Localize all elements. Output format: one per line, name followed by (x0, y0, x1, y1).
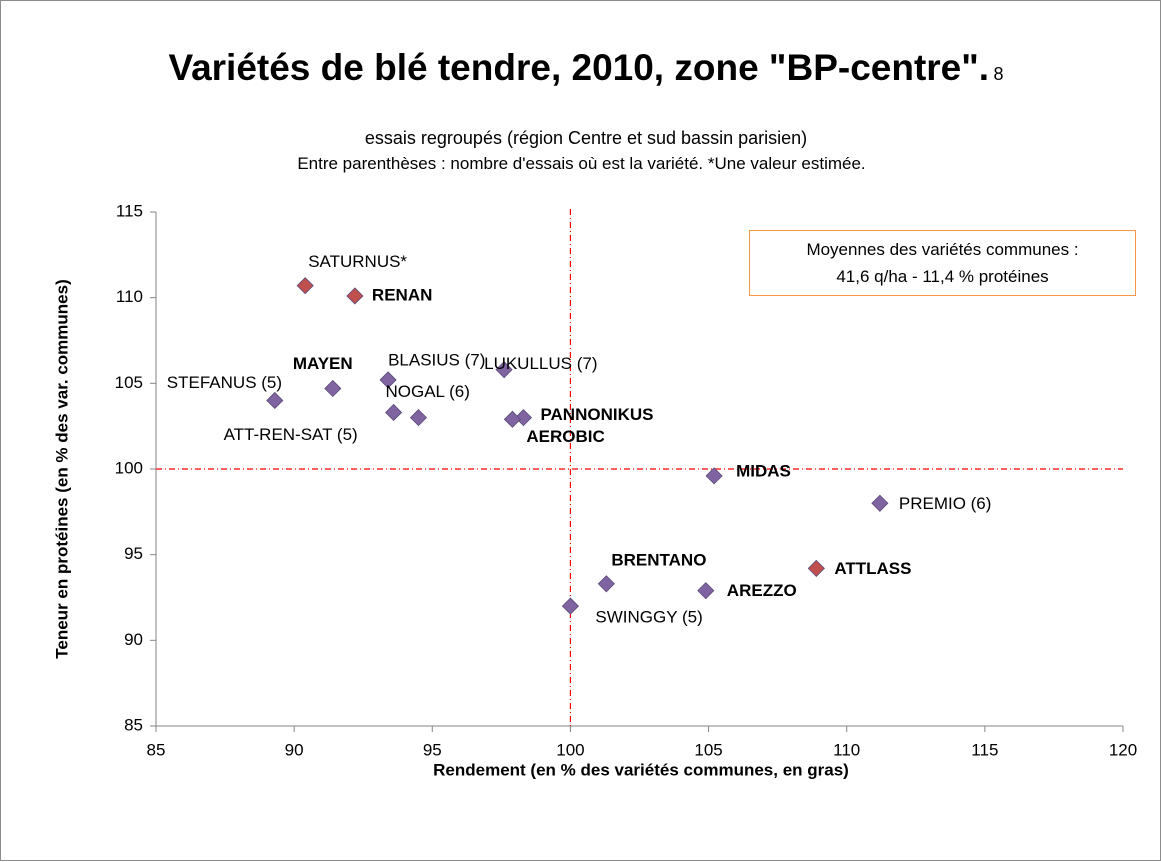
y-axis-title: Teneur en protéines (en % des var. commu… (52, 279, 71, 658)
point (495, 361, 513, 379)
x-tick-label: 85 (147, 740, 166, 759)
x-tick-label: 105 (694, 740, 722, 759)
point-label: PREMIO (6) (899, 494, 992, 513)
point (346, 287, 364, 305)
point-label: MAYEN (293, 354, 353, 373)
title-block: Variétés de blé tendre, 2010, zone "BP-c… (151, 37, 1021, 171)
point-label: LUKULLUS (7) (484, 354, 597, 373)
x-tick-label: 120 (1109, 740, 1137, 759)
point-label: MIDAS (736, 461, 791, 480)
subtitle: 8 essais regroupés (région Centre et sud… (364, 64, 1004, 148)
point-label: SWINGGY (5) (595, 608, 702, 627)
point (296, 277, 314, 295)
point-label: BLASIUS (7) (388, 350, 485, 369)
point-label: PANNONIKUS (540, 405, 653, 424)
point (266, 391, 284, 410)
point (597, 575, 615, 593)
annotation-line: Moyennes des variétés communes : (806, 240, 1079, 259)
chart-title: Variétés de blé tendre, 2010, zone "BP-c… (168, 47, 990, 88)
point (503, 410, 521, 428)
x-axis-title: Rendement (en % des variétés communes, e… (433, 760, 849, 779)
y-tick-label: 95 (124, 544, 143, 563)
point-label: RENAN (372, 285, 432, 304)
x-tick-label: 100 (556, 740, 584, 759)
point (379, 371, 397, 389)
x-tick-label: 90 (285, 740, 304, 759)
annotation-line: 41,6 q/ha - 11,4 % protéines (836, 267, 1049, 286)
y-tick-label: 90 (124, 630, 143, 649)
point-label: SATURNUS* (308, 252, 407, 271)
point (807, 559, 825, 577)
x-tick-label: 115 (971, 740, 998, 759)
point-label: AEROBIC (526, 427, 604, 446)
point-label: ATTLASS (834, 559, 911, 578)
point (561, 597, 579, 615)
point-label: NOGAL (6) (385, 382, 469, 401)
point (409, 409, 428, 427)
point (385, 403, 403, 422)
point-label: BRENTANO (611, 550, 706, 569)
point-label: ATT-REN-SAT (5) (224, 425, 358, 444)
annotation-box: Moyennes des variétés communes : 41,6 q/… (749, 230, 1136, 296)
y-tick-label: 115 (116, 201, 143, 220)
y-tick-label: 105 (115, 373, 143, 392)
point-label: AREZZO (727, 581, 797, 600)
point (324, 379, 342, 398)
point (871, 494, 889, 512)
point (697, 582, 715, 600)
point (514, 409, 533, 427)
point-label: STEFANUS (5) (167, 373, 282, 392)
x-tick-label: 95 (423, 740, 442, 759)
y-tick-label: 85 (124, 715, 143, 734)
y-tick-label: 100 (115, 458, 143, 477)
point (705, 467, 723, 485)
x-tick-label: 110 (833, 740, 860, 759)
note: Entre parenthèses : nombre d'essais où e… (297, 154, 866, 173)
y-tick-label: 110 (116, 287, 143, 306)
